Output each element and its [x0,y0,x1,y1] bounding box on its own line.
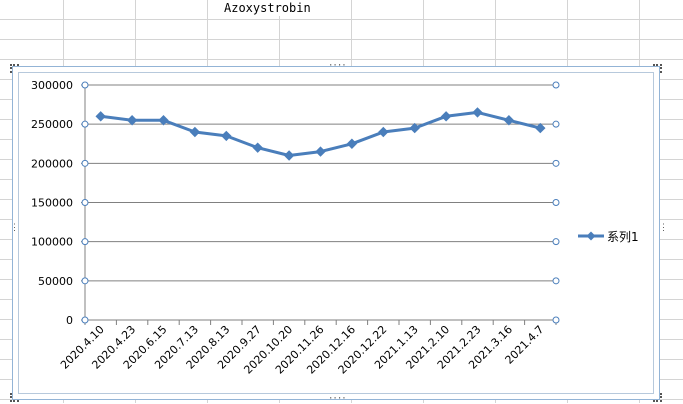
selection-handle[interactable] [81,81,89,89]
resize-handle-top-left[interactable] [10,64,19,73]
selection-handle[interactable] [81,238,89,246]
selection-handle[interactable] [552,277,560,285]
y-tick-label: 250000 [31,118,73,131]
selection-handle[interactable] [81,277,89,285]
chart-area [18,72,654,394]
y-axis-tick-labels: 0 50000 100000 150000 200000 250000 300000 [31,79,73,327]
selection-handle[interactable] [81,120,89,128]
data-point-marker[interactable] [283,150,295,161]
y-tick-label: 0 [66,314,73,327]
data-point-marker[interactable] [535,122,546,134]
y-tick-label: 100000 [31,236,73,249]
legend-diamond-icon [586,231,596,241]
series-1[interactable] [95,107,546,161]
selection-handle[interactable] [552,81,560,89]
legend[interactable]: 系列1 [578,230,639,244]
y-tick-label: 300000 [31,79,73,92]
selection-handle[interactable] [81,159,89,167]
resize-handle-bottom[interactable]: ···· [328,394,347,404]
selection-handle[interactable] [552,316,560,324]
data-point-marker[interactable] [378,126,389,138]
y-tick-label: 200000 [31,157,73,170]
selection-handle[interactable] [552,159,560,167]
data-point-marker[interactable] [252,142,263,153]
resize-handle-top-right[interactable] [653,64,662,73]
data-point-marker[interactable] [95,111,106,122]
sheet-title-cell[interactable]: Azoxystrobin [222,0,313,16]
data-point-marker[interactable] [440,111,452,122]
y-tick-label: 150000 [31,197,73,210]
resize-handle-top[interactable]: ···· [328,61,347,71]
resize-handle-bottom-left[interactable] [10,393,19,402]
resize-handle-bottom-right[interactable] [653,393,662,402]
selection-handle[interactable] [81,316,89,324]
selection-handle[interactable] [81,199,89,206]
data-point-marker[interactable] [158,115,169,126]
data-point-marker[interactable] [409,122,420,134]
data-point-marker[interactable] [503,115,515,126]
chart-object[interactable]: ···· ···· ⋮ ⋮ [10,61,668,404]
x-axis-tick-labels: 2020.4.102020.4.232020.6.152020.7.132020… [58,323,546,377]
data-point-marker[interactable] [346,138,358,149]
selection-handle[interactable] [552,199,560,206]
data-point-marker[interactable] [126,115,138,126]
data-point-marker[interactable] [189,126,201,138]
selection-handle[interactable] [552,238,560,246]
y-tick-label: 50000 [38,275,73,288]
selection-handle[interactable] [552,120,560,128]
data-point-marker[interactable] [221,130,232,142]
data-point-marker[interactable] [472,107,483,118]
plot-area-selection [81,81,560,324]
data-point-marker[interactable] [315,146,326,157]
legend-label: 系列1 [607,230,639,244]
